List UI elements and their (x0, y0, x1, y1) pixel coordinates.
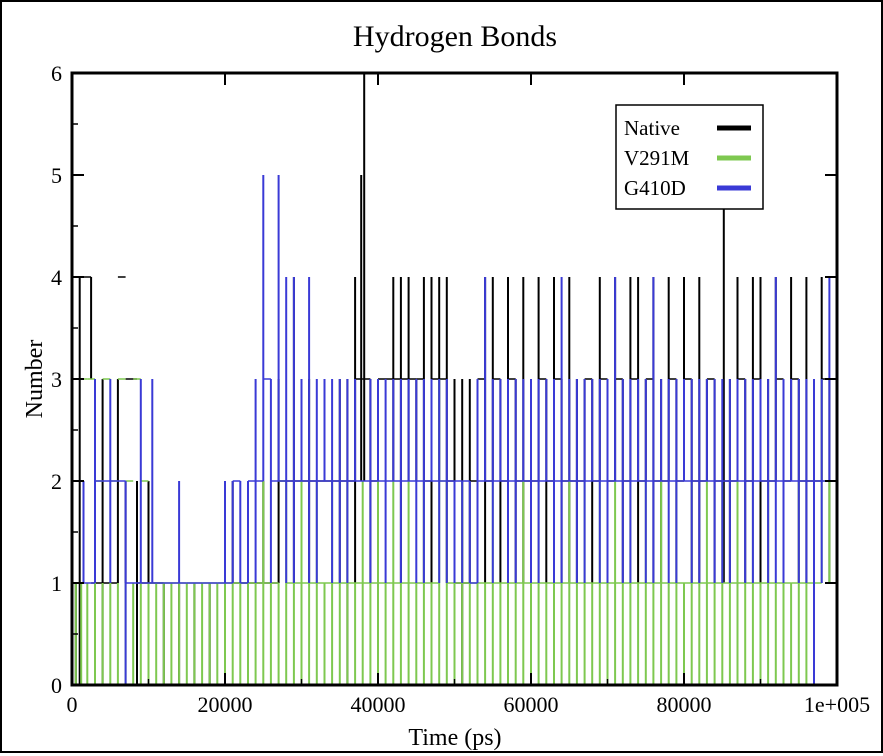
y-tick-label: 5 (51, 163, 62, 188)
x-tick-label: 40000 (351, 692, 406, 717)
y-tick-label: 0 (51, 673, 62, 698)
x-tick-label: 80000 (657, 692, 712, 717)
y-tick-label: 2 (51, 469, 62, 494)
y-tick-label: 3 (51, 367, 62, 392)
y-tick-label: 1 (51, 571, 62, 596)
plot-area (72, 73, 837, 685)
y-tick-label: 6 (51, 61, 62, 86)
y-tick-label: 4 (51, 265, 62, 290)
x-tick-label: 20000 (198, 692, 253, 717)
chart-title: Hydrogen Bonds (353, 20, 557, 53)
legend-label: V291M (624, 146, 690, 170)
x-tick-label: 60000 (504, 692, 559, 717)
legend-label: G410D (624, 176, 686, 200)
y-axis-label: Number (22, 340, 48, 419)
x-tick-label: 1e+005 (804, 692, 870, 717)
legend: Native V291M G410D (615, 104, 764, 210)
series-g410d (72, 175, 837, 685)
legend-label: Native (624, 116, 680, 140)
x-axis-label: Time (ps) (408, 725, 501, 751)
x-tick-label: 0 (67, 692, 78, 717)
